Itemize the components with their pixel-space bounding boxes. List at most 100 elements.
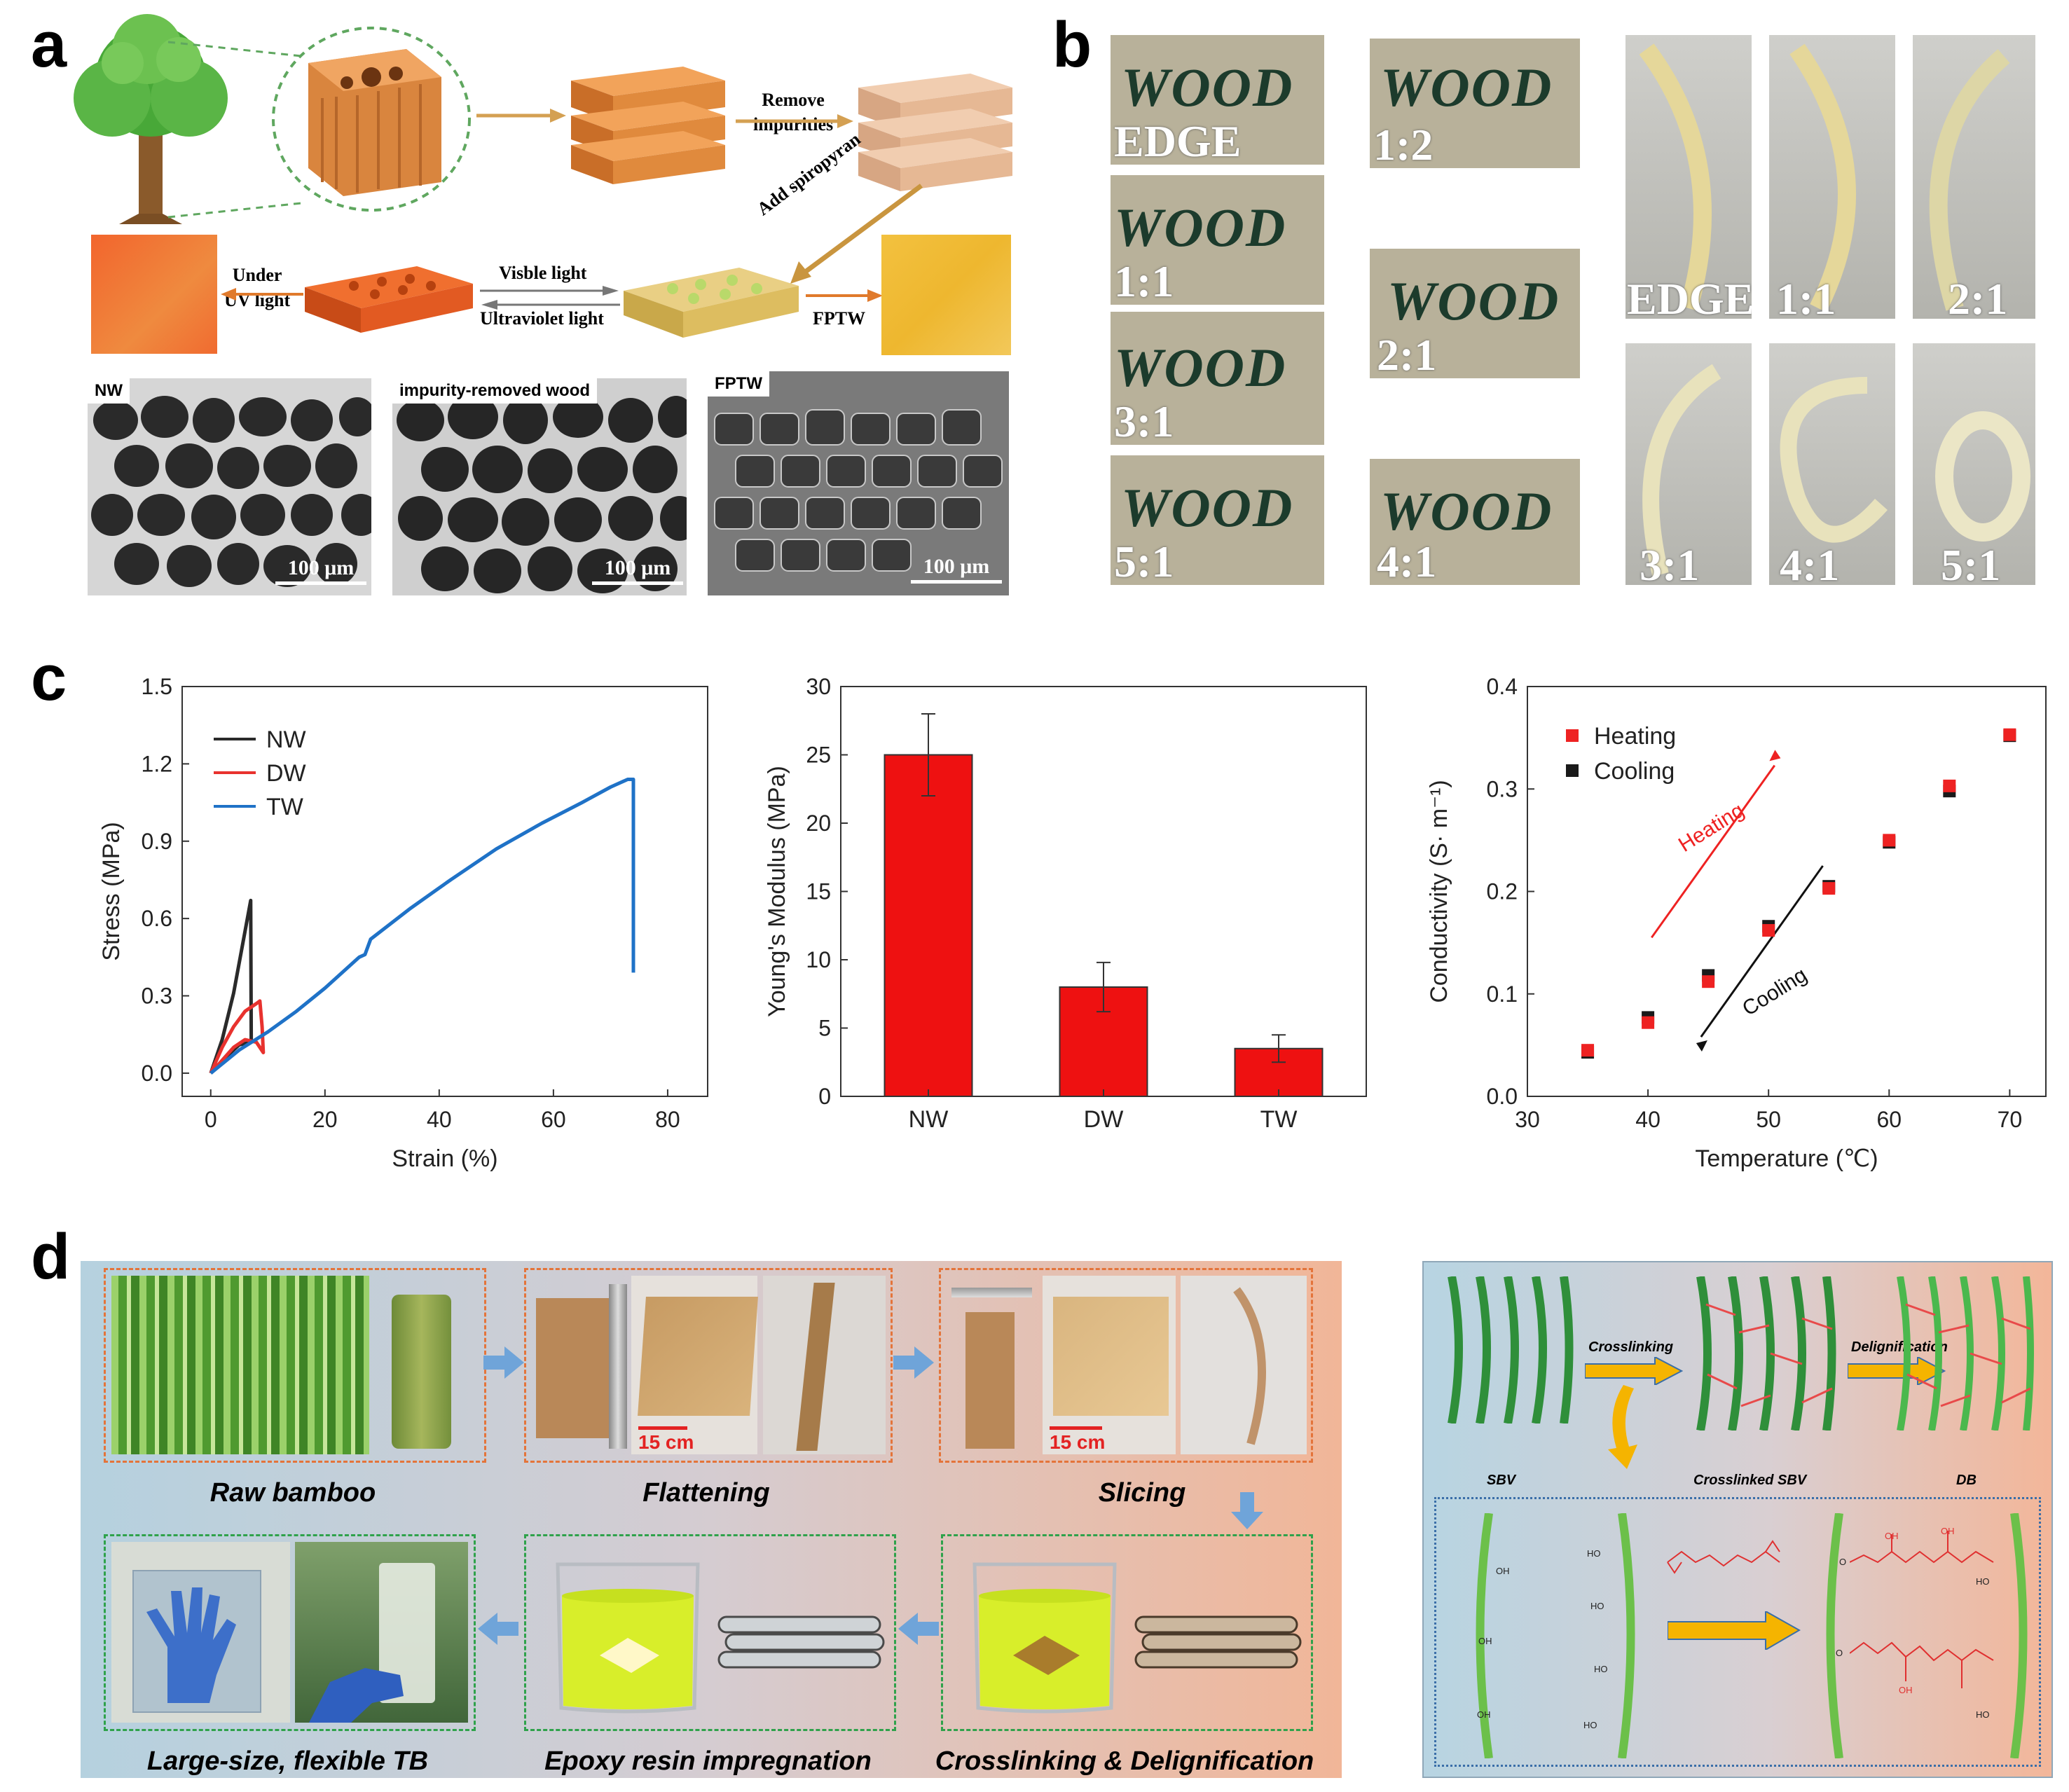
data-point-heating: [1822, 882, 1836, 895]
step-label-crosslinking: Crosslinking & Delignification: [935, 1746, 1314, 1776]
tb-sheet-hand-photo: [111, 1542, 290, 1723]
arrow-right-icon: [1848, 1357, 1946, 1385]
slicing-diagram: [965, 1312, 1015, 1449]
sem-texture: [708, 371, 1009, 595]
y-tick-label: 0.0: [142, 1061, 172, 1086]
fiber-bundle-icon: [717, 1615, 885, 1669]
bamboo-forest-photo: [111, 1276, 369, 1454]
sample-photo-1-1: WOOD 1:1: [1111, 175, 1324, 305]
fiber-chain-icon: [1618, 1513, 1635, 1758]
step-box-large-size-tb: [104, 1534, 476, 1731]
x-tick-label: 70: [1998, 1107, 2023, 1132]
panel-label-d: d: [31, 1221, 71, 1293]
step-box-slicing: 15 cm: [939, 1268, 1313, 1463]
bent-strip: [1935, 411, 2030, 542]
beaker-epoxy-icon: [556, 1562, 700, 1714]
fiber-chain-icon: [1826, 1513, 1843, 1758]
arrow-right-icon: [736, 114, 853, 128]
oh-group: OH: [1899, 1685, 1913, 1695]
flow-arrow-down-icon: [1231, 1492, 1263, 1529]
board-edge: [796, 1283, 835, 1451]
crosslinked-sbv-icon: [1696, 1276, 1836, 1431]
bend-ratio: EDGE: [1627, 274, 1752, 319]
cooling-arrow: [1700, 865, 1824, 1038]
bent-strip: [1642, 364, 1721, 577]
arrow-right-icon: [476, 109, 566, 123]
step-label-large-size-tb: Large-size, flexible TB: [146, 1746, 429, 1776]
scale-line: [592, 581, 683, 585]
label-crosslinking: Crosslinking: [1588, 1339, 1674, 1355]
annotation-cooling: Cooling: [1738, 963, 1811, 1021]
scale-line: [275, 581, 366, 585]
y-tick-label: 0.6: [142, 906, 172, 931]
panel-label-a: a: [31, 9, 67, 81]
oh-group: OH: [1941, 1526, 1955, 1536]
sem-texture: [392, 378, 687, 595]
x-tick-label: 0: [205, 1107, 217, 1132]
x-tick-label: 30: [1515, 1107, 1540, 1132]
fptw-color-sample: [881, 235, 1011, 355]
legend-label: DW: [266, 760, 306, 787]
x-axis-label: Strain (%): [392, 1145, 497, 1172]
sample-ratio: 4:1: [1377, 537, 1437, 585]
beaker-crosslinking-icon: [972, 1562, 1117, 1714]
step-box-flattening: 15 cm: [524, 1268, 893, 1463]
step-label-raw-bamboo: Raw bamboo: [209, 1478, 376, 1508]
heating-arrowhead: [1769, 750, 1781, 761]
sample-ratio: 2:1: [1377, 330, 1437, 378]
step-box-crosslinking: [941, 1534, 1313, 1731]
label-delignification: Delignification: [1851, 1339, 1948, 1355]
step-fptw: FPTW: [813, 308, 866, 329]
oh-group: OH: [1885, 1531, 1899, 1541]
arrow-down-icon: [1608, 1385, 1637, 1469]
y-tick-label: 20: [806, 811, 831, 836]
ho-group: HO: [1590, 1601, 1604, 1611]
x-tick-label: 80: [655, 1107, 680, 1132]
sample-word: WOOD: [1114, 197, 1287, 258]
scale-text: 100 μm: [604, 556, 671, 579]
data-point-heating: [2003, 728, 2016, 741]
legend-label: Heating: [1594, 723, 1676, 750]
x-tick-label: 20: [312, 1107, 338, 1132]
sample-photo-4-1: WOOD 4:1: [1370, 459, 1580, 585]
y-tick-label: 0: [818, 1084, 831, 1109]
sem-tag-fptw: FPTW: [708, 371, 769, 397]
ho-group: HO: [1583, 1720, 1597, 1730]
y-tick-label: 5: [818, 1016, 831, 1041]
sem-image-impurity-removed: impurity-removed wood 100 μm: [392, 378, 687, 595]
scale-text: 100 μm: [287, 556, 355, 579]
x-axis-label: Temperature (℃): [1695, 1145, 1878, 1172]
sample-word: WOOD: [1114, 337, 1287, 398]
db-fibers-icon: [1897, 1276, 2034, 1431]
bent-strip: [1639, 43, 1712, 311]
y-tick-label: 0.2: [1487, 879, 1518, 904]
impurity-removed-block: [858, 74, 1012, 191]
bend-photo-edge: EDGE: [1625, 35, 1752, 319]
y-tick-label: 1.2: [142, 751, 172, 776]
ultraviolet-light-label: Ultraviolet light: [480, 308, 604, 329]
fiber-chain-icon: [2010, 1513, 2028, 1758]
cooling-arrowhead: [1696, 1040, 1707, 1052]
tree-illustration: [74, 14, 228, 224]
panel-label-b: b: [1052, 9, 1092, 81]
series-line-DW: [209, 999, 266, 1075]
sample-ratio: 1:2: [1373, 120, 1434, 168]
veneer-edge-photo: [1181, 1276, 1307, 1454]
visible-light-label: Visble light: [499, 263, 587, 283]
y-tick-label: 30: [806, 674, 831, 699]
bent-strip: [1929, 49, 2010, 311]
scale-bar-impurity-removed: 100 μm: [592, 556, 683, 585]
x-tick-label: TW: [1260, 1106, 1298, 1133]
wood-cell-zoom: [272, 27, 471, 212]
bend-ratio: 2:1: [1948, 274, 2008, 319]
flow-arrow-left-icon: [898, 1613, 939, 1645]
x-tick-label: 60: [1876, 1107, 1902, 1132]
series-line-TW: [209, 778, 635, 1075]
annotation-heating: Heating: [1675, 799, 1748, 857]
scale-line: [1050, 1426, 1102, 1430]
crosslinking-scheme: SBV Crosslinking Crosslinked SBV Deligni…: [1422, 1261, 2053, 1778]
sample-photo-edge: WOOD EDGE: [1111, 35, 1324, 165]
sample-word: WOOD: [1387, 270, 1560, 331]
step-label-flattening: Flattening: [642, 1478, 770, 1508]
sample-photo-5-1: WOOD 5:1: [1111, 455, 1324, 585]
